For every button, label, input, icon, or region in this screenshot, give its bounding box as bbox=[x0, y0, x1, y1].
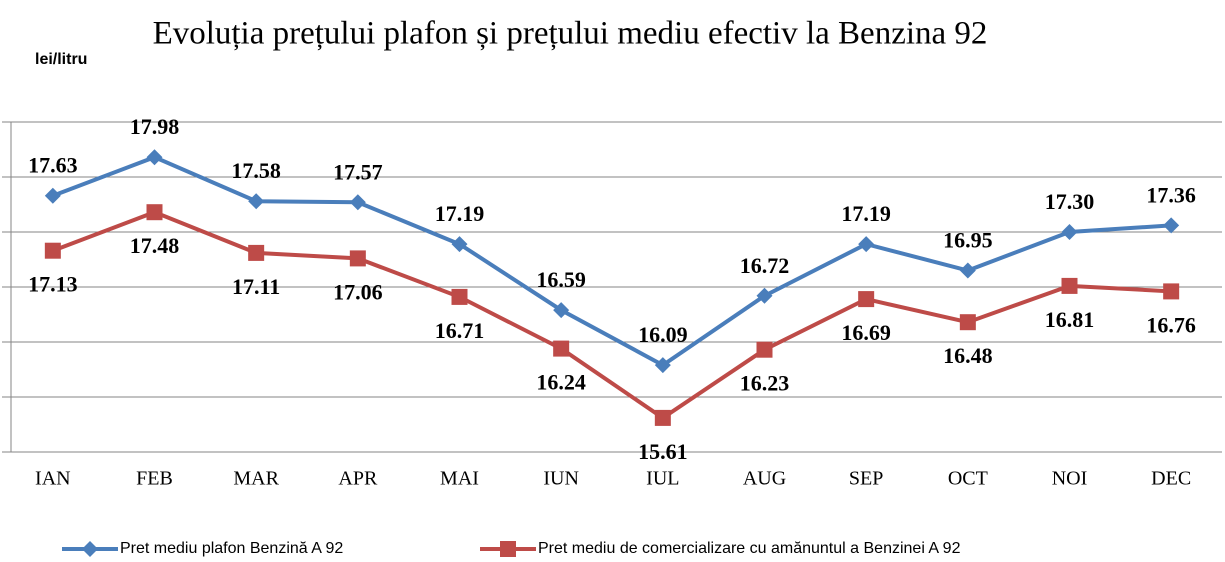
legend-marker bbox=[500, 541, 516, 557]
series-line bbox=[52, 155, 1172, 368]
chart-title: Evoluția prețului plafon și prețului med… bbox=[153, 16, 988, 52]
legend-label: Pret mediu plafon Benzină A 92 bbox=[120, 540, 343, 557]
data-label: 16.48 bbox=[943, 343, 993, 368]
marker bbox=[1061, 277, 1078, 294]
data-label: 17.11 bbox=[232, 274, 280, 299]
x-tick-label: MAI bbox=[440, 468, 479, 490]
series-line bbox=[52, 210, 1172, 421]
marker bbox=[553, 340, 570, 357]
marker bbox=[756, 341, 773, 358]
marker bbox=[451, 236, 468, 253]
x-tick-label: APR bbox=[338, 468, 378, 490]
legend-marker bbox=[82, 541, 98, 557]
data-label: 16.72 bbox=[740, 253, 790, 278]
y-axis-label: lei/litru bbox=[35, 51, 87, 68]
data-label: 16.23 bbox=[740, 371, 790, 396]
marker bbox=[756, 287, 773, 304]
data-label: 17.36 bbox=[1146, 182, 1196, 207]
marker bbox=[349, 250, 366, 267]
x-tick-label: IAN bbox=[35, 468, 71, 490]
data-label: 17.48 bbox=[130, 233, 180, 258]
data-label: 16.76 bbox=[1146, 312, 1196, 337]
data-label: 17.58 bbox=[231, 158, 281, 183]
marker bbox=[1163, 217, 1180, 234]
data-label: 17.06 bbox=[333, 279, 383, 304]
data-label: 17.13 bbox=[28, 272, 78, 297]
marker bbox=[349, 194, 366, 211]
data-label: 16.59 bbox=[536, 267, 586, 292]
marker bbox=[451, 288, 468, 305]
x-tick-label: OCT bbox=[948, 468, 988, 490]
marker bbox=[1061, 224, 1078, 240]
x-tick-label: AUG bbox=[743, 468, 786, 490]
marker bbox=[146, 149, 163, 166]
marker bbox=[44, 242, 61, 259]
marker bbox=[1163, 283, 1180, 300]
data-label: 16.71 bbox=[435, 318, 485, 343]
x-tick-label: SEP bbox=[849, 468, 883, 490]
x-tick-label: NOI bbox=[1052, 468, 1088, 490]
marker bbox=[959, 314, 976, 331]
data-label: 17.63 bbox=[28, 153, 78, 178]
data-label: 16.09 bbox=[638, 322, 688, 347]
marker bbox=[248, 193, 265, 210]
x-tick-label: FEB bbox=[136, 468, 173, 490]
x-tick-label: IUL bbox=[646, 468, 679, 490]
data-label: 17.57 bbox=[333, 159, 383, 184]
marker bbox=[959, 262, 976, 279]
x-tick-label: DEC bbox=[1151, 468, 1191, 490]
data-label: 17.30 bbox=[1045, 189, 1095, 214]
marker bbox=[654, 409, 671, 426]
marker bbox=[553, 302, 570, 319]
data-label: 17.19 bbox=[841, 201, 891, 226]
marker bbox=[654, 357, 671, 374]
marker bbox=[146, 204, 163, 221]
data-label: 16.81 bbox=[1045, 307, 1095, 332]
x-tick-label: IUN bbox=[543, 468, 579, 490]
x-tick-label: MAR bbox=[233, 468, 279, 490]
legend-label: Pret mediu de comercializare cu amănuntu… bbox=[538, 540, 961, 557]
data-label: 16.24 bbox=[536, 370, 586, 395]
data-label: 17.98 bbox=[130, 114, 180, 139]
marker bbox=[858, 236, 875, 253]
data-label: 16.95 bbox=[943, 228, 993, 253]
marker bbox=[248, 244, 265, 261]
marker bbox=[44, 187, 61, 204]
data-label: 16.69 bbox=[841, 320, 891, 345]
data-label: 15.61 bbox=[638, 439, 688, 464]
data-label: 17.19 bbox=[435, 201, 485, 226]
marker bbox=[858, 291, 875, 308]
